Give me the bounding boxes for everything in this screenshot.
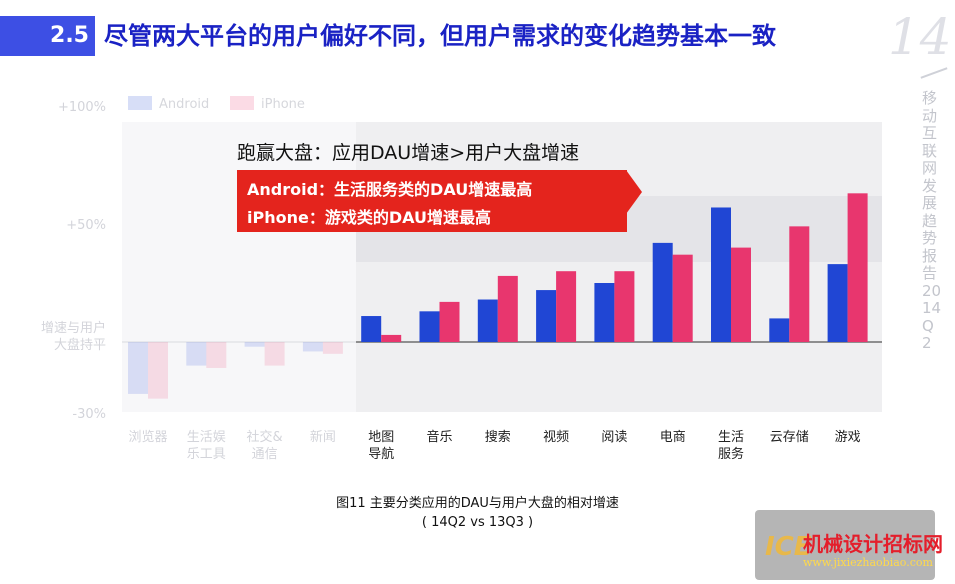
page-number: 14 [888,8,952,66]
bar-android-1 [186,342,207,366]
bar-iphone-12 [847,193,868,342]
bar-android-6 [477,299,498,342]
bar-android-12 [827,264,848,342]
section-badge: 2.5 [0,16,95,56]
watermark-logo: ICE [765,532,812,562]
bar-android-5 [419,311,440,342]
bar-iphone-0 [148,342,168,399]
x-tick-label: 视频 [543,430,569,445]
bar-android-7 [536,290,557,342]
x-tick-label: 云存储 [770,430,809,445]
bar-iphone-5 [439,301,460,342]
bar-iphone-10 [731,247,751,342]
x-tick-label: 阅读 [601,430,627,445]
y-tick-label: +100% [58,100,106,115]
legend-label-iphone: iPhone [261,97,305,112]
y-tick-label: -30% [72,407,106,422]
x-tick-label: 搜索 [485,430,511,445]
y-tick-label: +50% [66,218,106,233]
bar-iphone-4 [381,334,402,342]
bar-iphone-2 [264,342,285,366]
watermark-name: 机械设计招标网 [803,532,943,556]
x-tick-label: 社交&通信 [247,429,283,462]
bar-iphone-8 [614,271,635,342]
bar-iphone-11 [789,226,810,342]
figure-caption-period: ( 14Q2 vs 13Q3 ) [421,515,534,530]
watermark: ICE 机械设计招标网 www.jixiezhaobiao.com [755,510,943,580]
watermark-url: www.jixiezhaobiao.com [803,556,933,569]
bar-android-8 [594,283,615,342]
bar-android-4 [361,316,382,342]
callout-iphone-text: iPhone：游戏类的DAU增速最高 [247,208,492,227]
x-tick-label: 游戏 [835,430,861,445]
bar-iphone-6 [497,275,518,342]
legend-swatch-iphone [230,96,254,110]
bar-android-10 [711,207,731,342]
callout-arrow-icon [626,170,642,214]
callout-box: Android：生活服务类的DAU增速最高 iPhone：游戏类的DAU增速最高 [237,170,627,232]
callout-title: 跑赢大盘：应用DAU增速>用户大盘增速 [237,142,580,164]
legend-swatch-android [128,96,152,110]
bar-android-11 [769,318,790,342]
report-vertical-title: 移动互联网发展趋势报告 2014Q2 [922,89,942,352]
x-tick-label: 生活娱乐工具 [187,430,226,462]
bar-iphone-7 [556,271,577,342]
bar-android-9 [652,242,673,342]
x-tick-label: 地图导航 [368,430,394,462]
page-title: 尽管两大平台的用户偏好不同，但用户需求的变化趋势基本一致 [104,22,776,50]
bar-android-2 [244,342,265,347]
x-tick-label: 浏览器 [128,429,167,445]
bar-iphone-9 [672,254,693,342]
bar-iphone-1 [206,342,227,368]
x-tick-label: 电商 [660,430,686,445]
x-tick-label: 生活服务 [718,430,744,462]
bar-iphone-3 [322,342,343,354]
legend-label-android: Android [159,97,209,112]
bar-android-3 [302,342,323,352]
bar-android-0 [128,342,148,394]
x-tick-label: 新闻 [310,429,336,445]
y-tick-label: 增速与用户大盘持平 [41,320,106,353]
x-tick-label: 音乐 [426,429,452,445]
callout-android-text: Android：生活服务类的DAU增速最高 [247,180,533,199]
figure-caption: 图11 主要分类应用的DAU与用户大盘的相对增速 [336,496,619,511]
